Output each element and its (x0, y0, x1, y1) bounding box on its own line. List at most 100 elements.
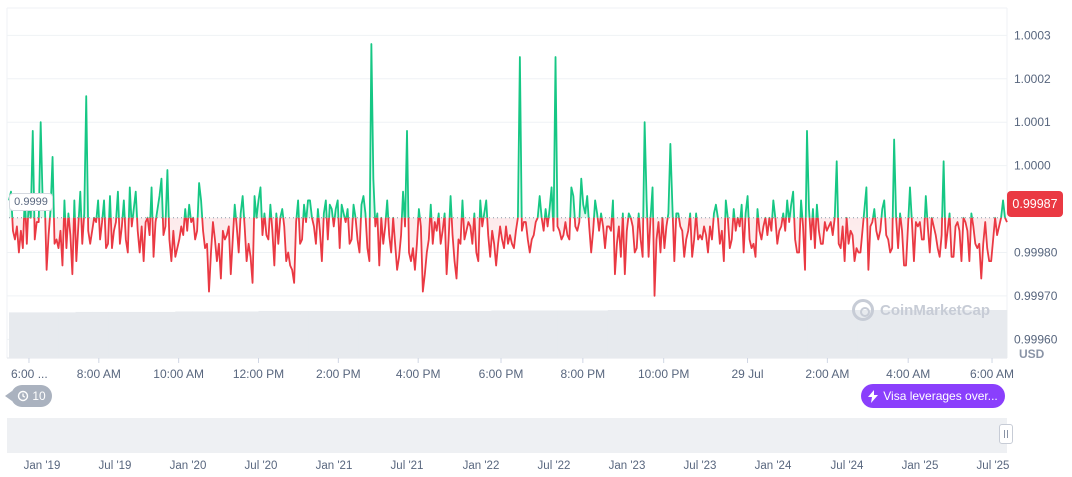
volume-bar (258, 310, 276, 358)
price-area-down (12, 217, 1007, 296)
volume-bar (807, 310, 825, 358)
volume-bar (391, 310, 409, 358)
volume-bar (58, 312, 76, 358)
volume-bar (524, 310, 542, 358)
volume-bar (125, 311, 143, 358)
price-line (8, 43, 1008, 297)
navigator-tick-label: Jan '20 (170, 460, 207, 472)
volume-bar (358, 310, 376, 358)
navigator-tick-label: Jul '21 (391, 460, 424, 472)
volume-bar (291, 310, 309, 358)
volume-bar (890, 310, 908, 358)
reference-price-label: 0.9999 (9, 193, 53, 211)
volume-bar (75, 311, 93, 358)
y-tick-label: 0.99970 (1014, 289, 1058, 303)
x-tick-label: 6:00 AM (970, 367, 1014, 381)
x-tick-label: 2:00 PM (316, 367, 361, 381)
volume-bar (873, 310, 891, 358)
navigator-tick-label: Jan '23 (609, 460, 646, 472)
price-line-down (11, 217, 1008, 297)
x-axis: 6:00 ... 8:00 AM 10:00 AM 12:00 PM 2:00 PM 4:… (11, 358, 1014, 381)
volume-bar (707, 310, 725, 358)
history-icon (18, 390, 29, 402)
range-navigator[interactable] (7, 418, 1007, 453)
volume-bar (491, 310, 509, 358)
navigator-axis: Jan '19 Jul '19 Jan '20 Jul '20 Jan '21 Jul '… (24, 460, 1010, 472)
x-tick-label: 12:00 PM (233, 367, 284, 381)
volume-bar (275, 310, 293, 358)
navigator-tick-label: Jan '21 (316, 460, 353, 472)
volume-bar (607, 310, 625, 358)
volume-bar (158, 311, 176, 358)
navigator-tick-label: Jan '25 (902, 460, 939, 472)
volume-bar (408, 310, 426, 358)
events-badge[interactable]: 10 (5, 385, 52, 407)
volume-bar (175, 311, 193, 358)
volume-bar (341, 310, 359, 358)
y-tick-label: 1.0002 (1014, 72, 1051, 86)
x-tick-label: 6:00 PM (479, 367, 524, 381)
volume-bar (757, 310, 775, 358)
navigator-tick-label: Jul '20 (245, 460, 278, 472)
volume-bar (25, 312, 43, 358)
volume-bar (624, 310, 642, 358)
x-tick-label: 10:00 AM (153, 367, 204, 381)
volume-bar (541, 310, 559, 358)
navigator-tick-label: Jul '19 (99, 460, 132, 472)
volume-bar (774, 310, 792, 358)
lightning-icon (868, 389, 879, 403)
volume-bar (191, 311, 209, 358)
volume-bar (724, 310, 742, 358)
volume-bar (857, 310, 875, 358)
watermark: CoinMarketCap (852, 299, 990, 321)
navigator-tick-label: Jul '22 (538, 460, 571, 472)
volume-bar (957, 310, 975, 358)
y-tick-label: 0.99980 (1014, 245, 1058, 259)
volume-bar (441, 310, 459, 358)
y-tick-label: 1.0003 (1014, 28, 1051, 42)
x-tick-label: 4:00 PM (396, 367, 441, 381)
volume-bar (42, 312, 60, 358)
volume-bar (973, 310, 991, 358)
volume-bars (9, 310, 1008, 358)
volume-bar (108, 311, 126, 358)
volume-bar (574, 310, 592, 358)
x-tick-label: 29 Jul (732, 367, 764, 381)
x-tick-label: 2:00 AM (805, 367, 849, 381)
events-count: 10 (32, 389, 46, 403)
navigator-tick-label: Jan '24 (755, 460, 792, 472)
x-tick-label: 8:00 AM (77, 367, 121, 381)
y-axis: 1.0003 1.0002 1.0001 1.0000 0.99980 0.99970 0.… (1014, 28, 1058, 346)
navigator-handle[interactable] (999, 424, 1013, 444)
volume-bar (940, 310, 958, 358)
navigator-tick-label: Jul '23 (684, 460, 717, 472)
volume-bar (374, 310, 392, 358)
volume-bar (824, 310, 842, 358)
volume-bar (508, 310, 526, 358)
navigator-tick-label: Jan '22 (463, 460, 500, 472)
volume-bar (557, 310, 575, 358)
volume-bar (325, 310, 343, 358)
navigator-tick-label: Jul '25 (977, 460, 1010, 472)
price-area-up (9, 44, 1007, 218)
volume-bar (923, 310, 941, 358)
volume-bar (142, 311, 160, 358)
news-label: Visa leverages over... (883, 389, 998, 403)
current-price-badge: 0.99987 (1007, 191, 1063, 217)
currency-unit-label: USD (1019, 347, 1045, 361)
volume-bar (690, 310, 708, 358)
volume-bar (92, 311, 110, 358)
volume-bar (458, 310, 476, 358)
price-line-up (8, 43, 1007, 218)
volume-bar (241, 311, 259, 358)
x-tick-label: 8:00 PM (560, 367, 605, 381)
navigator-tick-label: Jul '24 (831, 460, 864, 472)
y-tick-label: 1.0001 (1014, 115, 1051, 129)
news-badge[interactable]: Visa leverages over... (861, 384, 1005, 408)
volume-bar (225, 311, 243, 358)
volume-bar (740, 310, 758, 358)
volume-bar (641, 310, 659, 358)
navigator-tick-label: Jan '19 (24, 460, 61, 472)
volume-bar (208, 311, 226, 358)
